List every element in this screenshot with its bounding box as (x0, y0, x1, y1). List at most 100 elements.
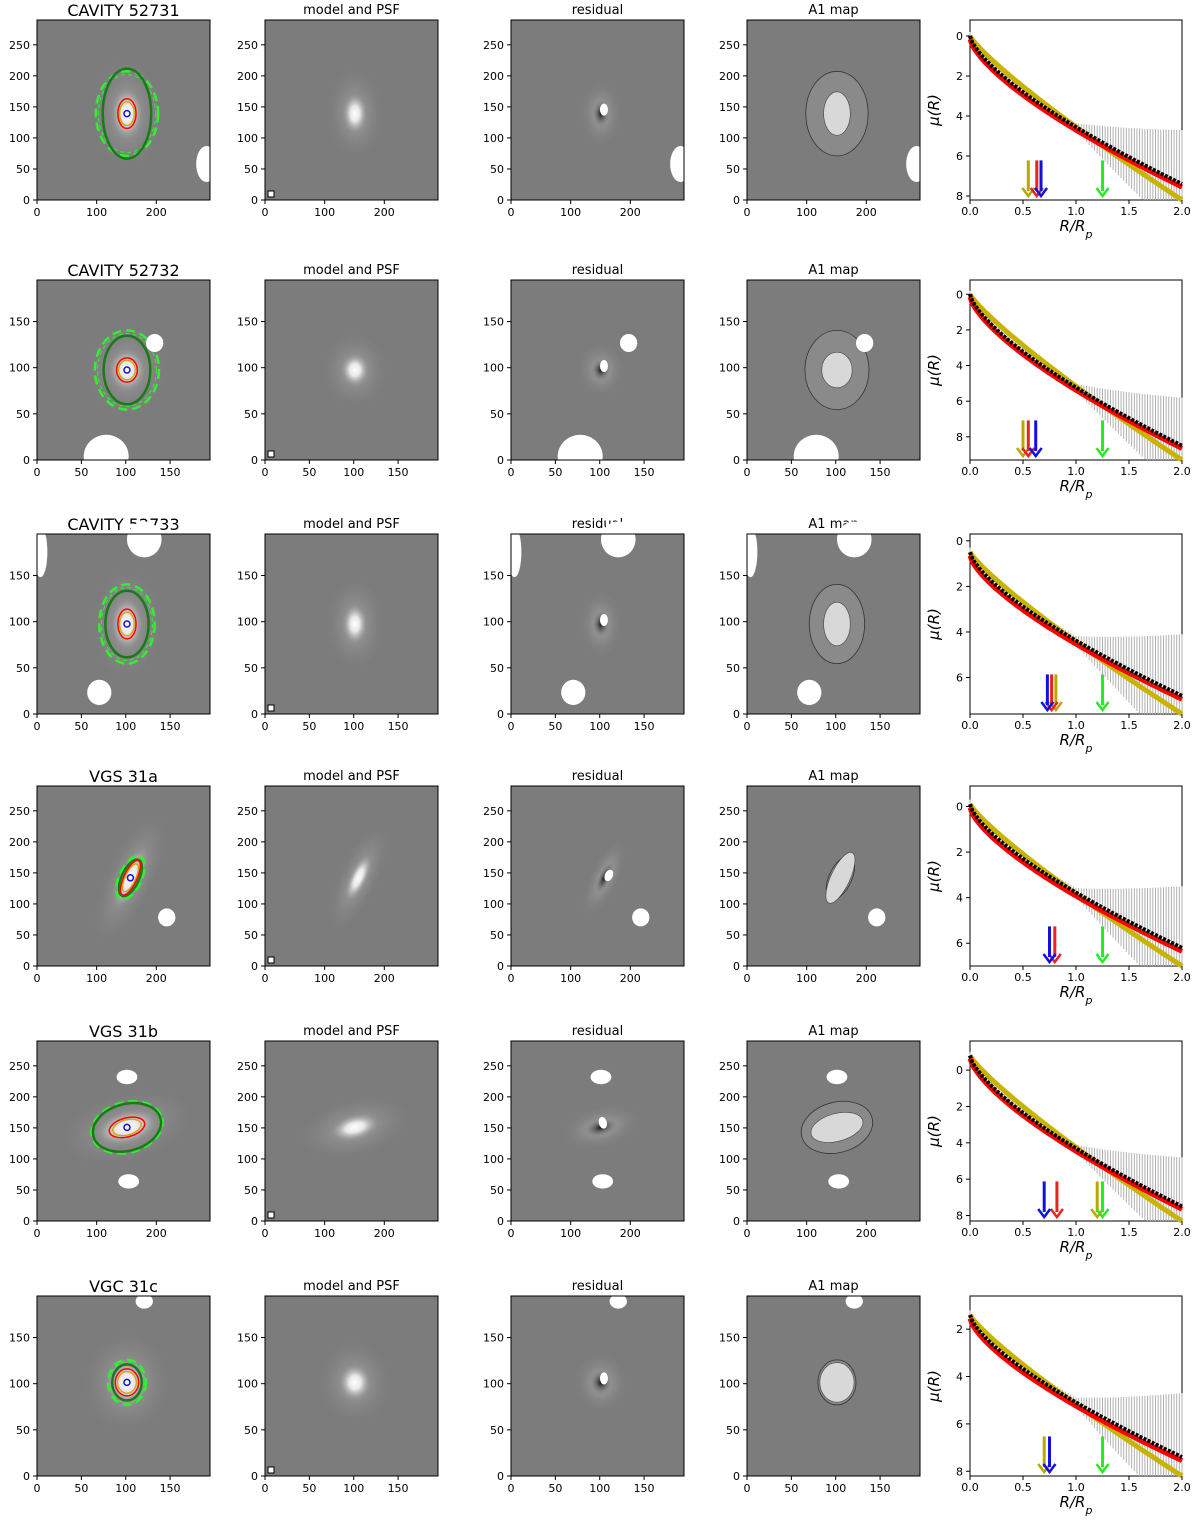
y-tick-label: 0 (251, 194, 258, 207)
arrowhead-blue (1034, 187, 1049, 199)
y-tick-label: 50 (16, 662, 30, 675)
x-axis-label: R/Rp (1060, 1493, 1093, 1517)
y-tick-label: 50 (16, 929, 30, 942)
y-tick-label: 100 (237, 616, 258, 629)
x-tick-label: 2.0 (1173, 1481, 1191, 1494)
x-tick-label: 0 (508, 466, 515, 479)
x-tick-label: 200 (620, 206, 641, 219)
x-axis-label: R/Rp (1060, 217, 1093, 241)
x-tick-label: 100 (115, 1482, 136, 1495)
y-tick-label: 100 (483, 898, 504, 911)
y-tick-label: 100 (719, 616, 740, 629)
y-tick-label: 150 (483, 101, 504, 114)
x-tick-label: 0 (262, 1227, 269, 1240)
y-tick-label: 100 (719, 132, 740, 145)
arrowhead-blue (1037, 1208, 1052, 1220)
y-tick-label: 50 (244, 163, 258, 176)
center-marker (123, 1123, 131, 1132)
axes-frame (746, 785, 921, 967)
y-tick-label: 100 (483, 1378, 504, 1391)
y-tick-label: 150 (483, 1332, 504, 1345)
model-panel: model and PSF 0 50 100 150 0 50 100 150 (237, 517, 439, 733)
x-tick-label: 0 (744, 720, 751, 733)
x-tick-label: 0 (34, 1227, 41, 1240)
residual-panel: residual 0 100 200 0 50 100 150 200 250 (483, 769, 685, 985)
y-tick-label: 50 (244, 662, 258, 675)
x-tick-label: 1.5 (1120, 719, 1138, 732)
y-tick-label: 150 (9, 316, 30, 329)
y-tick-label: 200 (9, 1091, 30, 1104)
y-tick-label: 0 (251, 960, 258, 973)
x-tick-label: 150 (160, 466, 181, 479)
outer-isophote-thin (97, 333, 157, 407)
y-tick-label: 200 (237, 70, 258, 83)
y-tick-label: 200 (719, 1091, 740, 1104)
y-tick-label: 250 (9, 39, 30, 52)
y-tick-label: 0 (23, 194, 30, 207)
image-panel: 0 100 200 0 50 100 150 200 250 (9, 19, 217, 219)
galaxy-name: VGS 31a (89, 767, 158, 786)
galaxy-name: VGS 31b (89, 1022, 158, 1041)
y-tick-label: 50 (490, 1184, 504, 1197)
a1-inner-region (825, 852, 856, 904)
axes-frame (264, 1295, 439, 1477)
isophote-red (114, 1368, 140, 1397)
y-tick-label: 200 (719, 836, 740, 849)
y-tick-label: 150 (237, 1122, 258, 1135)
psf-box (267, 1466, 275, 1474)
y-tick-label: 2 (956, 1100, 963, 1113)
a1-inner-region (821, 351, 853, 389)
y-tick-label: 0 (23, 960, 30, 973)
outer-isophote-thin (116, 857, 144, 899)
y-tick-label: 0 (251, 1215, 258, 1228)
axes-frame (510, 19, 685, 201)
y-tick-label: 250 (237, 1060, 258, 1073)
x-tick-label: 0.0 (961, 971, 979, 984)
x-tick-label: 1.0 (1067, 1226, 1085, 1239)
star-mask (793, 434, 839, 478)
y-tick-label: 8 (956, 190, 963, 203)
y-tick-label: 200 (719, 70, 740, 83)
y-tick-label: 250 (483, 805, 504, 818)
x-tick-label: 2.0 (1173, 719, 1191, 732)
axes-frame (36, 785, 211, 967)
y-tick-label: 0 (956, 288, 963, 301)
x-tick-label: 50 (74, 720, 88, 733)
x-tick-label: 100 (314, 1227, 335, 1240)
x-tick-label: 1.0 (1067, 971, 1085, 984)
panel-title: A1 map (808, 1024, 858, 1039)
galaxy-core (110, 85, 144, 142)
y-tick-label: 50 (16, 1424, 30, 1437)
y-tick-label: 150 (483, 1122, 504, 1135)
y-axis-label: μ(R) (925, 94, 943, 127)
y-tick-label: 50 (244, 1184, 258, 1197)
y-tick-label: 100 (237, 1378, 258, 1391)
a1-map-panel: A1 map 0 100 200 0 50 100 150 200 250 (719, 769, 921, 985)
arrowhead-green (1095, 187, 1110, 199)
x-tick-label: 100 (825, 1482, 846, 1495)
y-tick-label: 0 (497, 708, 504, 721)
profile-panel: 0.0 0.5 1.0 1.5 2.0 0 2 4 6 8 R/Rp μ(R) (925, 1040, 1191, 1262)
x-tick-label: 200 (856, 1227, 877, 1240)
y-tick-label: 150 (719, 570, 740, 583)
residual-panel: residual 0 100 200 0 50 100 150 200 250 (483, 1024, 685, 1240)
axes-frame (510, 785, 685, 967)
x-tick-label: 0 (744, 972, 751, 985)
star-mask (196, 146, 217, 182)
outer-isophote-dashed (114, 854, 146, 901)
axes-frame (510, 1295, 685, 1477)
y-tick-label: 250 (237, 39, 258, 52)
y-tick-label: 50 (490, 662, 504, 675)
a1-inner-region (810, 1112, 864, 1143)
panel-title: model and PSF (303, 1024, 400, 1039)
y-tick-label: 150 (9, 867, 30, 880)
y-tick-label: 6 (956, 1418, 963, 1431)
model-core (328, 1112, 381, 1143)
isophote-red (108, 1116, 146, 1139)
image-panel: 0 50 100 150 0 50 100 150 (9, 521, 211, 733)
x-tick-label: 50 (548, 1482, 562, 1495)
y-tick-label: 0 (733, 454, 740, 467)
y-tick-label: 8 (956, 1465, 963, 1478)
residual-bright-spot (604, 869, 614, 882)
center-marker (123, 620, 131, 628)
